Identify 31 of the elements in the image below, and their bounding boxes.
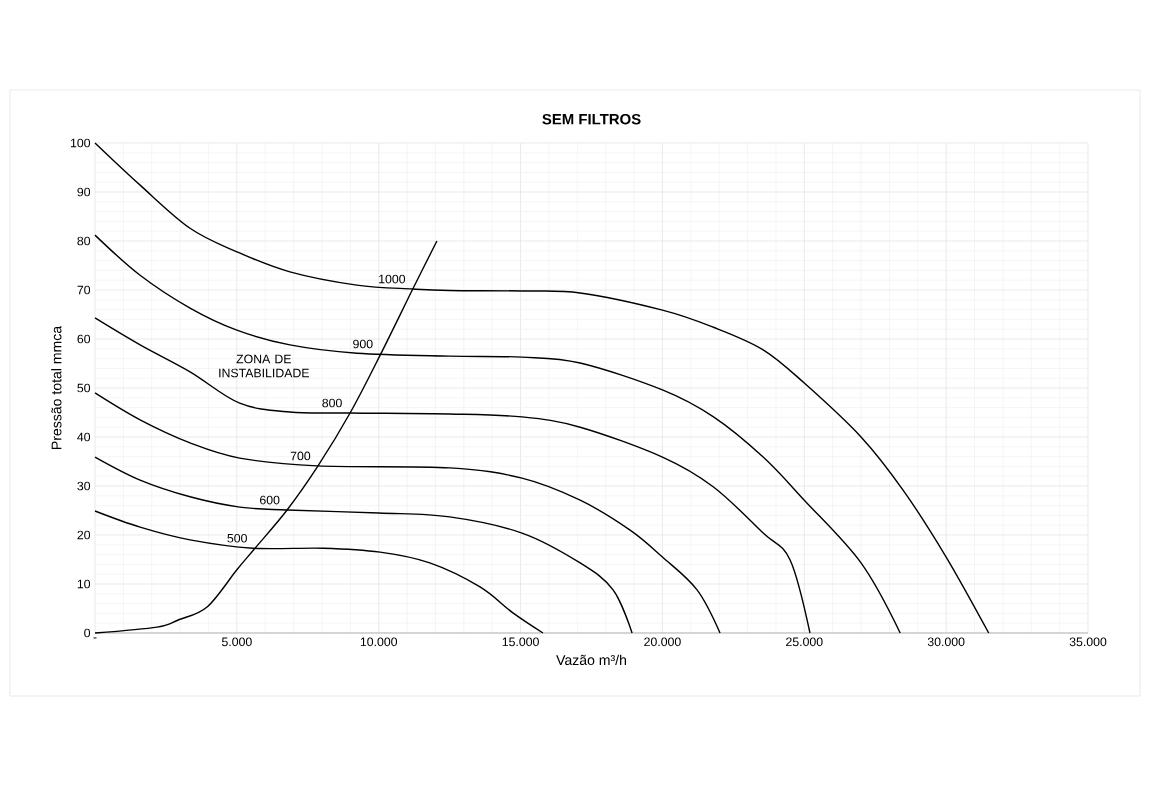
x-tick-label: 35.000: [1069, 637, 1107, 647]
series-label: 900: [353, 339, 373, 349]
y-tick-label: 0: [84, 628, 91, 638]
annotation: ZONA DE INSTABILIDADE: [219, 354, 309, 378]
series-label: 500: [227, 533, 247, 543]
x-tick-label: 20.000: [644, 637, 681, 647]
y-tick-label: 50: [77, 383, 91, 393]
y-axis-title: Pressão total mmca: [51, 325, 62, 449]
x-tick-label: 15.000: [502, 637, 539, 647]
line-series: [94, 234, 901, 634]
line-series: [94, 142, 990, 634]
y-tick-label: 80: [77, 236, 91, 246]
series-label: 800: [322, 398, 342, 408]
x-tick-label: -: [93, 637, 97, 639]
y-tick-label: 40: [77, 432, 91, 442]
x-tick-label: 30.000: [927, 637, 965, 647]
chart-title: SEM FILTROS: [542, 113, 641, 125]
x-tick-label: 10.000: [360, 637, 398, 647]
y-tick-label: 100: [70, 138, 91, 148]
y-tick-label: 30: [77, 481, 91, 491]
y-tick-label: 10: [77, 579, 91, 589]
x-axis-title: Vazão m³/h: [556, 654, 627, 666]
series-label: 1000: [379, 274, 406, 284]
y-tick-label: 90: [77, 187, 91, 197]
series-label: 600: [260, 495, 280, 505]
series-label: 700: [290, 451, 311, 461]
x-tick-label: 5.000: [221, 637, 252, 647]
x-tick-label: 25.000: [786, 637, 823, 647]
y-tick-label: 70: [77, 285, 91, 295]
y-tick-label: 20: [77, 530, 91, 540]
y-tick-label: 60: [77, 334, 91, 344]
